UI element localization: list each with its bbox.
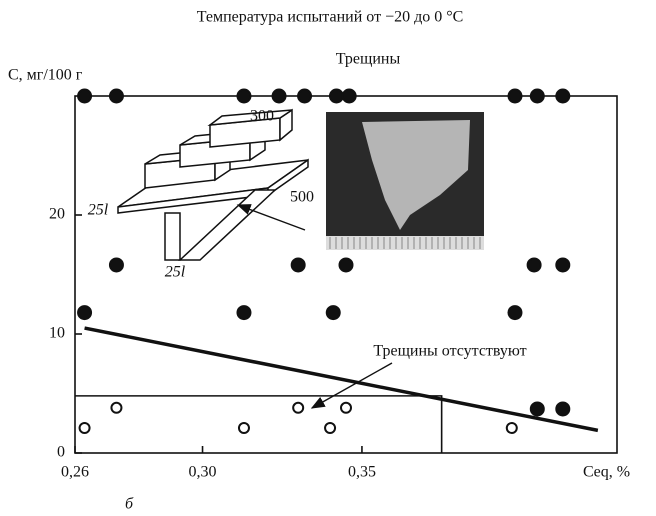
inset-label: 25l bbox=[88, 202, 109, 219]
y-axis-label: C, мг/100 г bbox=[8, 67, 83, 84]
point bbox=[293, 403, 303, 413]
point bbox=[531, 402, 544, 415]
chart-title: Температура испытаний от −20 до 0 °C bbox=[197, 9, 464, 26]
point bbox=[273, 90, 286, 103]
point bbox=[508, 306, 521, 319]
point bbox=[325, 423, 335, 433]
panel-label: б bbox=[125, 496, 134, 513]
y-tick-label: 20 bbox=[49, 206, 65, 223]
point bbox=[298, 90, 311, 103]
point bbox=[78, 90, 91, 103]
point bbox=[556, 90, 569, 103]
x-tick-label: 0,35 bbox=[348, 464, 376, 481]
chart: Температура испытаний от −20 до 0 °C C, … bbox=[0, 0, 656, 516]
inset-label: 300 bbox=[250, 108, 274, 125]
point bbox=[110, 90, 123, 103]
point bbox=[292, 258, 305, 271]
inset-label: 500 bbox=[290, 189, 314, 206]
point bbox=[239, 423, 249, 433]
point bbox=[556, 402, 569, 415]
region bbox=[75, 396, 442, 453]
point bbox=[111, 403, 121, 413]
point bbox=[237, 90, 250, 103]
point bbox=[110, 258, 123, 271]
x-axis-label: Ceq, % bbox=[583, 464, 630, 481]
inset-diagram bbox=[118, 110, 308, 260]
point bbox=[556, 258, 569, 271]
inset-label: 25l bbox=[165, 264, 186, 281]
x-tick-label: 0,30 bbox=[189, 464, 217, 481]
point bbox=[78, 306, 91, 319]
photo bbox=[326, 112, 484, 250]
annotation: Трещины отсутствуют bbox=[373, 343, 526, 360]
point bbox=[80, 423, 90, 433]
point bbox=[237, 306, 250, 319]
point bbox=[528, 258, 541, 271]
point bbox=[327, 306, 340, 319]
point bbox=[531, 90, 544, 103]
arrow bbox=[238, 205, 305, 230]
point bbox=[330, 90, 343, 103]
point bbox=[341, 403, 351, 413]
point bbox=[507, 423, 517, 433]
point bbox=[508, 90, 521, 103]
point bbox=[340, 258, 353, 271]
y-tick-label: 0 bbox=[57, 444, 65, 461]
annotation: Трещины bbox=[336, 51, 401, 68]
y-tick-label: 10 bbox=[49, 325, 65, 342]
x-tick-label: 0,26 bbox=[61, 464, 89, 481]
point bbox=[343, 90, 356, 103]
